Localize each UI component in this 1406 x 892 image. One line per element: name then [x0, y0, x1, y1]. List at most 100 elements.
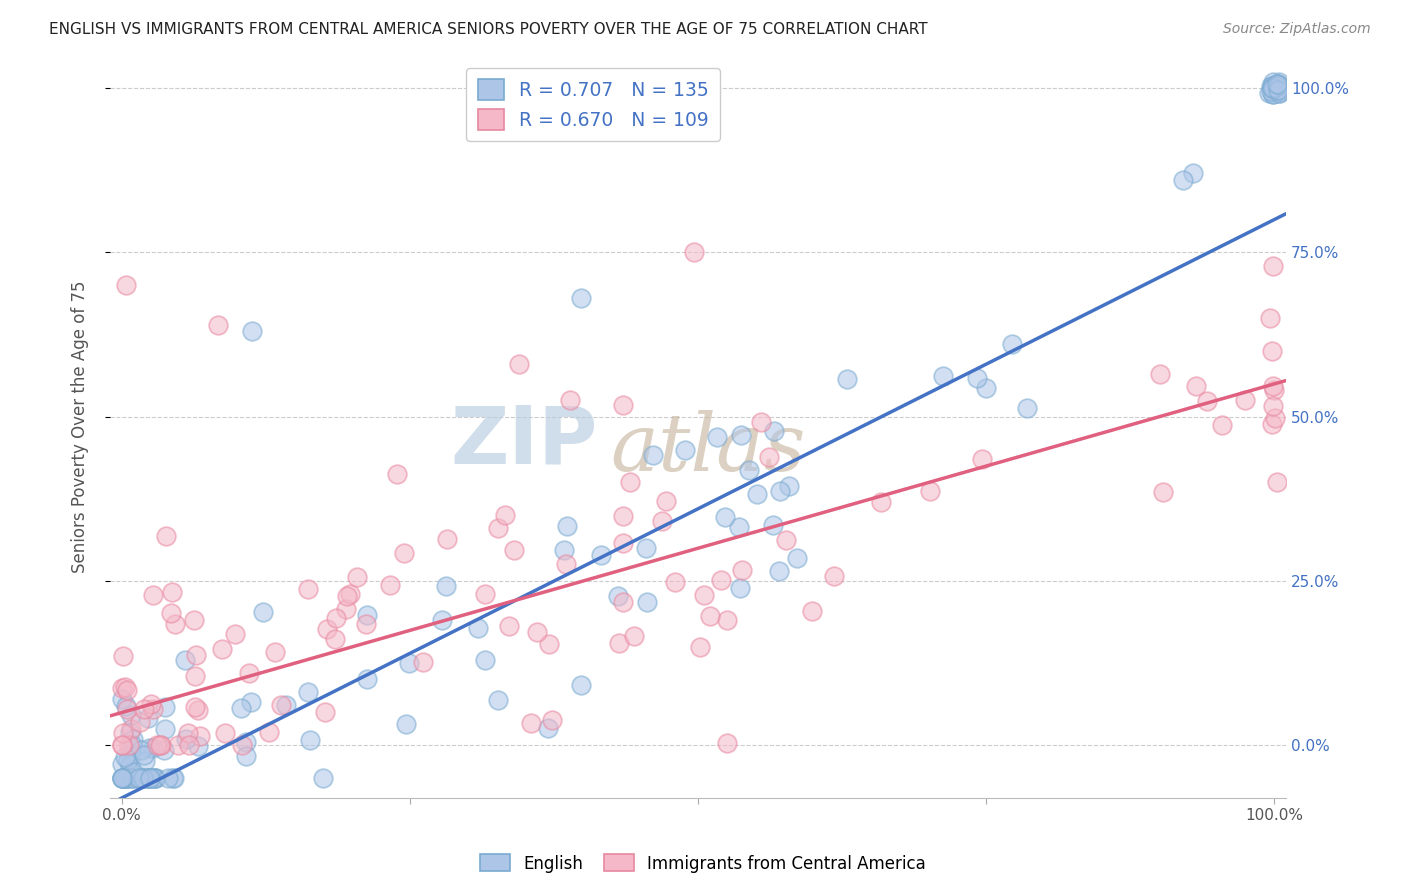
Point — [749, 415, 772, 429]
Point — [149, 739, 172, 753]
Point — [184, 648, 207, 663]
Point — [731, 563, 754, 577]
Point — [356, 607, 378, 622]
Point — [1261, 259, 1284, 273]
Point — [231, 739, 253, 753]
Point — [800, 604, 823, 618]
Point — [758, 450, 780, 465]
Point — [114, 680, 136, 694]
Point — [120, 772, 142, 786]
Point — [636, 594, 658, 608]
Point — [1261, 87, 1284, 102]
Point — [111, 756, 134, 771]
Point — [786, 551, 808, 566]
Point — [153, 743, 176, 757]
Point — [115, 278, 138, 293]
Point — [932, 369, 955, 384]
Point — [143, 772, 166, 786]
Point — [1258, 87, 1281, 101]
Point — [387, 467, 409, 481]
Point — [1173, 173, 1195, 187]
Point — [142, 702, 165, 716]
Point — [114, 750, 136, 764]
Point — [730, 427, 752, 442]
Legend: R = 0.707   N = 135, R = 0.670   N = 109: R = 0.707 N = 135, R = 0.670 N = 109 — [467, 68, 720, 141]
Point — [1267, 74, 1289, 88]
Point — [395, 717, 418, 731]
Point — [111, 772, 134, 786]
Point — [775, 533, 797, 548]
Point — [778, 479, 800, 493]
Point — [436, 532, 458, 546]
Point — [623, 629, 645, 643]
Point — [138, 772, 160, 786]
Point — [1267, 83, 1289, 97]
Point — [1211, 418, 1233, 433]
Point — [555, 557, 578, 571]
Point — [323, 632, 346, 646]
Point — [115, 772, 138, 786]
Point — [134, 755, 156, 769]
Point — [117, 739, 139, 753]
Point — [150, 739, 173, 753]
Point — [641, 449, 664, 463]
Point — [160, 585, 183, 599]
Point — [693, 588, 716, 602]
Point — [763, 425, 786, 439]
Point — [1260, 84, 1282, 98]
Point — [129, 714, 152, 729]
Point — [187, 739, 209, 754]
Point — [769, 484, 792, 499]
Point — [117, 772, 139, 786]
Point — [235, 748, 257, 763]
Point — [976, 381, 998, 395]
Point — [179, 739, 201, 753]
Point — [837, 372, 859, 386]
Point — [1263, 75, 1285, 89]
Point — [498, 618, 520, 632]
Point — [430, 613, 453, 627]
Point — [537, 721, 560, 735]
Point — [920, 483, 942, 498]
Point — [762, 517, 785, 532]
Point — [240, 324, 263, 338]
Point — [163, 772, 186, 786]
Point — [259, 724, 281, 739]
Point — [1181, 166, 1204, 180]
Point — [1001, 336, 1024, 351]
Point — [612, 595, 634, 609]
Point — [870, 495, 893, 509]
Point — [560, 393, 582, 408]
Point — [474, 586, 496, 600]
Point — [1184, 378, 1206, 392]
Point — [120, 748, 142, 763]
Point — [1265, 78, 1288, 92]
Point — [1268, 78, 1291, 92]
Point — [1263, 384, 1285, 398]
Point — [1233, 393, 1256, 408]
Text: Source: ZipAtlas.com: Source: ZipAtlas.com — [1223, 22, 1371, 37]
Point — [146, 739, 169, 753]
Point — [354, 616, 377, 631]
Point — [1265, 83, 1288, 97]
Point — [155, 528, 177, 542]
Point — [467, 622, 489, 636]
Point — [486, 693, 509, 707]
Point — [207, 318, 229, 332]
Point — [713, 510, 735, 524]
Point — [325, 610, 347, 624]
Point — [1264, 84, 1286, 98]
Point — [127, 772, 149, 786]
Point — [183, 613, 205, 627]
Point — [114, 772, 136, 786]
Point — [131, 772, 153, 786]
Point — [110, 692, 132, 706]
Point — [673, 443, 696, 458]
Point — [619, 475, 641, 489]
Point — [111, 681, 134, 696]
Point — [174, 732, 197, 747]
Point — [737, 463, 759, 477]
Point — [378, 577, 401, 591]
Point — [264, 645, 287, 659]
Point — [1268, 82, 1291, 96]
